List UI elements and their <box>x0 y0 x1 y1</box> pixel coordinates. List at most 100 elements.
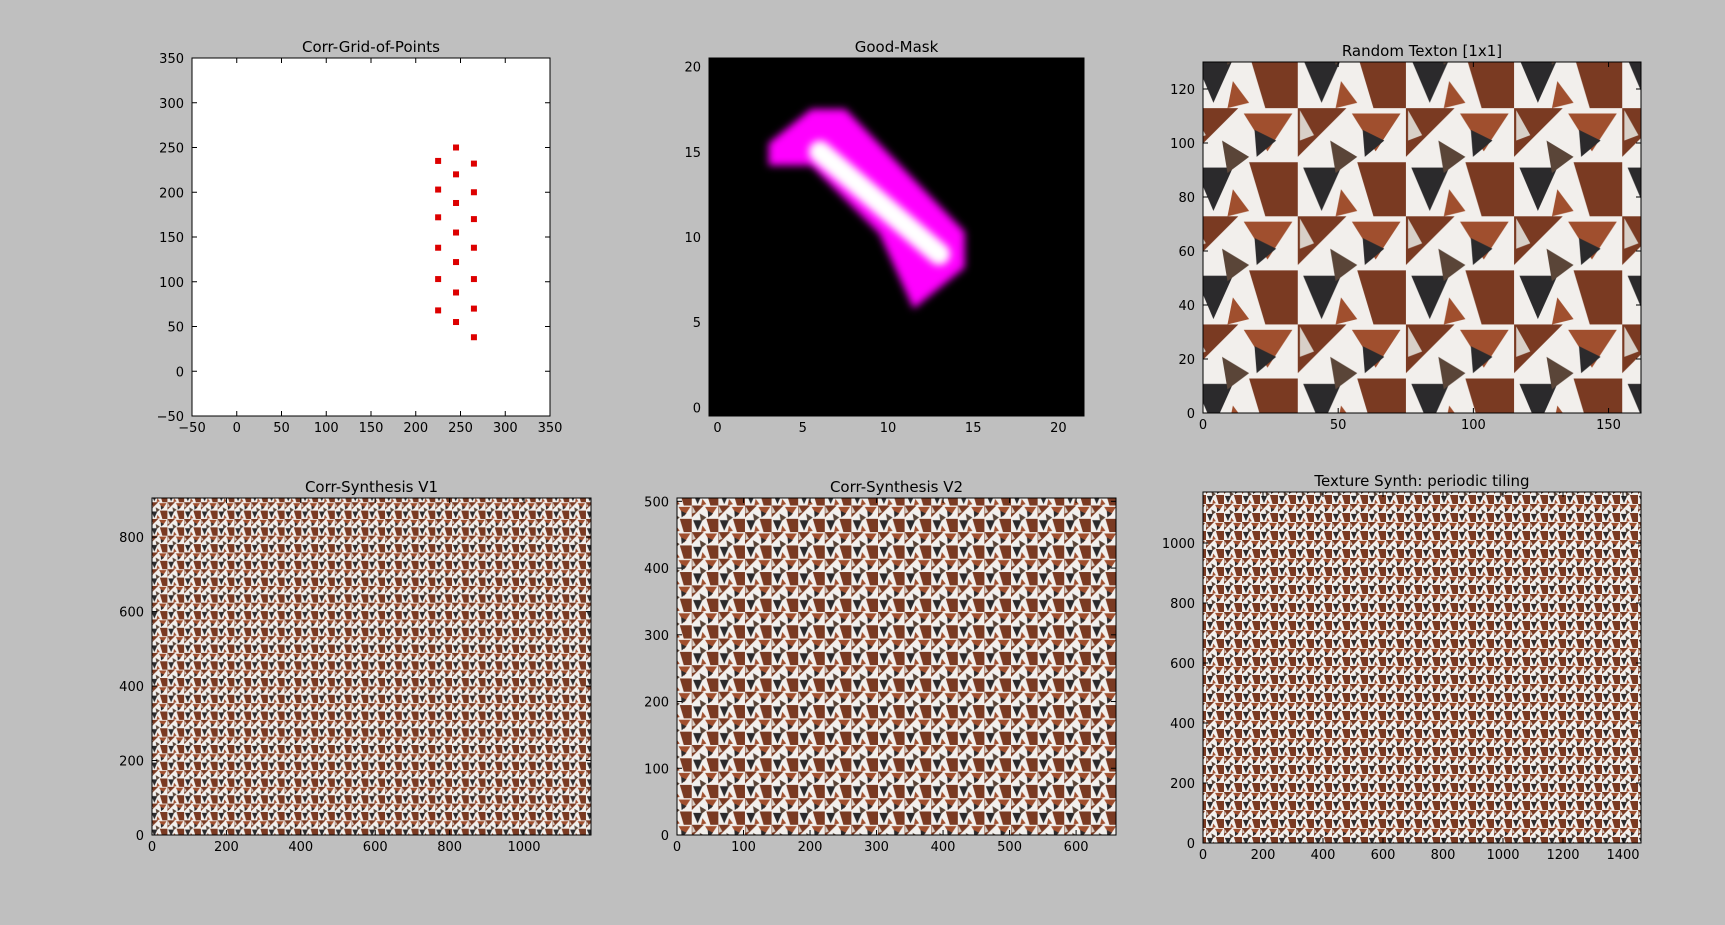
y-tick-label: 0 <box>136 829 144 844</box>
chart-title: Corr-Grid-of-Points <box>302 38 440 56</box>
panel-5: 0 100 200 300 400 500 600 0 100 200 300 400 500 Corr-… <box>644 478 1117 855</box>
x-tick-label: 0 <box>148 840 156 855</box>
panel-1: −50 0 50 100 150 200 250 300 350 −50 0 50 100 150 200 2… <box>157 38 563 436</box>
y-tick-label: 400 <box>644 562 669 577</box>
x-tick-label: 0 <box>713 421 721 436</box>
chart-title: Random Texton [1x1] <box>1342 42 1502 60</box>
grid-point <box>470 305 477 312</box>
y-tick-label: 120 <box>1170 83 1195 98</box>
x-tick-label: 600 <box>363 840 388 855</box>
x-tick-label: 1000 <box>507 840 540 855</box>
grid-point <box>435 307 442 314</box>
y-tick-label: 200 <box>159 186 184 201</box>
grid-point <box>453 144 460 151</box>
x-tick-label: 800 <box>437 840 462 855</box>
grid-point <box>470 244 477 251</box>
x-tick-label: 100 <box>731 840 756 855</box>
plot-background <box>192 58 550 416</box>
x-tick-label: 50 <box>1330 418 1347 433</box>
plot-area <box>677 498 1116 835</box>
grid-point <box>453 289 460 296</box>
y-tick-label: 200 <box>119 755 144 770</box>
x-tick-label: 5 <box>799 421 807 436</box>
chart-title: Good-Mask <box>855 38 939 56</box>
y-tick-label: 800 <box>119 531 144 546</box>
chart-title: Texture Synth: periodic tiling <box>1313 472 1529 490</box>
y-tick-label: 20 <box>684 61 701 76</box>
x-tick-label: 200 <box>214 840 239 855</box>
x-tick-label: 50 <box>273 421 290 436</box>
grid-point <box>470 276 477 283</box>
grid-point <box>453 199 460 206</box>
grid-point <box>453 171 460 178</box>
y-tick-label: 5 <box>693 316 701 331</box>
texture-image <box>152 498 591 835</box>
x-tick-label: 350 <box>538 421 563 436</box>
grid-point <box>435 186 442 193</box>
x-tick-label: 100 <box>1461 418 1486 433</box>
plot-area <box>709 58 1084 416</box>
grid-point <box>435 214 442 221</box>
axes-frame <box>1202 491 1642 844</box>
y-tick-label: 20 <box>1178 353 1195 368</box>
y-tick-label: 10 <box>684 231 701 246</box>
x-tick-label: 300 <box>493 421 518 436</box>
y-tick-label: 60 <box>1178 245 1195 260</box>
plot-area <box>1203 62 1641 413</box>
y-tick-label: 15 <box>684 146 701 161</box>
y-tick-label: 100 <box>159 276 184 291</box>
x-tick-label: 300 <box>864 840 889 855</box>
panel-6: 0 200 400 600 800 1000 1200 1400 0 200 400 600 800 10… <box>1162 472 1642 863</box>
chart-title: Corr-Synthesis V2 <box>830 478 963 496</box>
x-tick-label: 15 <box>965 421 982 436</box>
grid-point <box>470 334 477 341</box>
y-tick-label: 800 <box>1170 597 1195 612</box>
grid-point <box>453 259 460 266</box>
x-tick-label: 0 <box>673 840 681 855</box>
y-tick-label: 40 <box>1178 299 1195 314</box>
y-tick-label: 0 <box>693 401 701 416</box>
y-tick-label: 150 <box>159 231 184 246</box>
x-tick-label: 1400 <box>1606 848 1639 863</box>
x-tick-label: 400 <box>288 840 313 855</box>
x-tick-label: 150 <box>359 421 384 436</box>
y-tick-label: 500 <box>644 495 669 510</box>
y-tick-label: 80 <box>1178 191 1195 206</box>
plot-area <box>1203 492 1641 843</box>
y-tick-label: 400 <box>1170 717 1195 732</box>
y-tick-label: 600 <box>1170 657 1195 672</box>
texture-image <box>1203 62 1641 413</box>
x-tick-label: 200 <box>403 421 428 436</box>
y-tick-label: 100 <box>1170 137 1195 152</box>
grid-point <box>435 244 442 251</box>
axes-frame <box>1202 61 1642 414</box>
y-tick-label: 200 <box>1170 777 1195 792</box>
panel-3: 0 50 100 150 0 20 40 60 80 100 120 Random Texton [1… <box>1170 42 1642 433</box>
grid-point <box>453 229 460 236</box>
x-tick-label: −50 <box>178 421 205 436</box>
y-tick-label: 600 <box>119 606 144 621</box>
x-tick-label: 150 <box>1596 418 1621 433</box>
x-tick-label: 1200 <box>1546 848 1579 863</box>
y-tick-label: 0 <box>176 365 184 380</box>
x-tick-label: 0 <box>1199 848 1207 863</box>
y-tick-label: 300 <box>159 97 184 112</box>
x-tick-label: 250 <box>448 421 473 436</box>
chart-title: Corr-Synthesis V1 <box>305 478 438 496</box>
panel-4: 0 200 400 600 800 1000 0 200 400 600 800 Corr-Synth… <box>119 478 592 855</box>
panel-2: 0 5 10 15 20 0 5 10 15 20 Good-Mask <box>684 38 1085 436</box>
y-tick-label: 300 <box>644 629 669 644</box>
grid-point <box>435 157 442 164</box>
plot-area <box>152 498 591 835</box>
grid-point <box>470 216 477 223</box>
y-tick-label: 0 <box>1187 837 1195 852</box>
x-tick-label: 0 <box>1199 418 1207 433</box>
x-tick-label: 200 <box>798 840 823 855</box>
axes-frame <box>676 497 1117 836</box>
grid-point <box>470 189 477 196</box>
texture-image <box>677 498 1116 835</box>
y-tick-label: −50 <box>157 410 184 425</box>
grid-point <box>470 160 477 167</box>
y-tick-label: 250 <box>159 142 184 157</box>
